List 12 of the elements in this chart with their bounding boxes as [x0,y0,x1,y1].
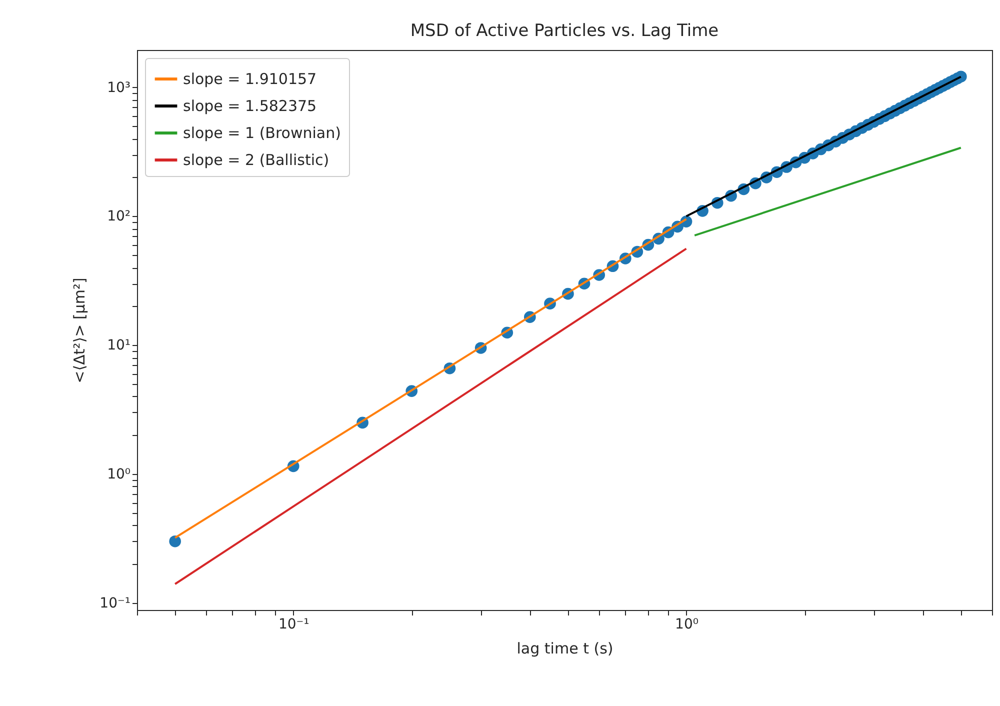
y-tick-label: 10¹ [107,338,130,354]
legend-label: slope = 1.582375 [183,97,317,115]
legend-label: slope = 1 (Brownian) [183,124,341,142]
legend-label: slope = 2 (Ballistic) [183,151,330,169]
y-tick-label: 10² [107,208,130,225]
chart-title: MSD of Active Particles vs. Lag Time [410,21,719,41]
y-tick-label: 10³ [107,80,130,96]
x-axis-title: lag time t (s) [516,640,614,658]
y-axis-title: <⟨Δt²⟩> [μm²] [70,278,89,384]
y-tick-label: 10⁻¹ [100,595,130,612]
legend-label: slope = 1.910157 [183,70,317,88]
y-tick-label: 10⁰ [107,466,131,482]
